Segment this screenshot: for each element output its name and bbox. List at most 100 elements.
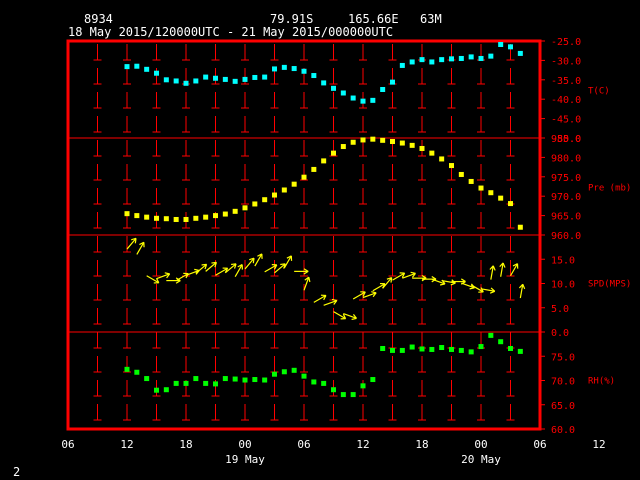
wind-arrow [431, 278, 446, 286]
wind-arrow-head [231, 263, 237, 266]
pressure-point [183, 216, 189, 222]
wind-arrow [274, 263, 286, 274]
y-tick-label: -35.0 [551, 76, 581, 87]
humidity-series-label: RH(%) [588, 377, 615, 387]
wind-arrow [254, 253, 263, 267]
wind-arrow-shaft [323, 299, 338, 306]
temperature-point [272, 66, 277, 72]
wind-arrow-shaft [274, 263, 286, 274]
humidity-point [291, 367, 297, 373]
pressure-point [439, 156, 445, 162]
date-label: 19 May [225, 453, 265, 466]
humidity-point [193, 376, 199, 382]
humidity-point [370, 377, 376, 383]
pressure-point [213, 213, 218, 219]
temperature-point [449, 56, 454, 62]
wind-arrow [156, 272, 171, 280]
humidity-point [429, 346, 435, 352]
humidity-point [222, 376, 228, 382]
y-tick-label: 960.0 [551, 231, 581, 242]
pressure-point [458, 171, 464, 177]
x-tick-label: 12 [120, 438, 133, 451]
temperature-point [458, 55, 464, 61]
temperature-point [134, 63, 140, 69]
wind-arrow-head [352, 314, 357, 319]
y-tick-label: 10.0 [551, 280, 575, 291]
wind-arrow-shaft [303, 276, 310, 291]
y-tick-label: 65.0 [551, 401, 575, 412]
x-tick-label: 06 [297, 438, 310, 451]
wind-arrow [392, 272, 406, 281]
wind-arrow-shaft [382, 277, 393, 289]
wind-arrow-shaft [254, 253, 263, 267]
x-tick-label: 18 [415, 438, 428, 451]
pressure-point [281, 187, 287, 193]
wind-arrow-head [273, 264, 278, 270]
wind-arrow-shaft [333, 311, 346, 320]
wind-arrow-head [390, 277, 393, 283]
wind-arrow-head [257, 253, 263, 257]
wind-arrow-shaft [156, 273, 170, 280]
wind-arrow-head [214, 262, 217, 268]
wind-arrow-head [386, 277, 392, 280]
wind-arrow-head [283, 263, 286, 269]
humidity-point [232, 376, 238, 382]
pressure-point [154, 215, 159, 221]
temperature-point [340, 90, 346, 96]
wind-arrow-shaft [224, 263, 237, 274]
temperature-point [232, 78, 238, 84]
wind-arrow [480, 287, 496, 294]
humidity-point [468, 349, 474, 355]
wind-arrow-head [252, 258, 255, 264]
wind-arrow-head [502, 262, 506, 268]
wind-arrow [126, 237, 137, 250]
humidity-point [163, 387, 169, 393]
wind-arrow-head [331, 298, 337, 302]
wind-arrow-shaft [185, 269, 200, 276]
wind-arrow [244, 257, 255, 270]
pressure-point [203, 214, 209, 220]
wind-arrow-head [139, 241, 145, 246]
wind-arrow-head [450, 282, 456, 286]
humidity-point [134, 369, 140, 375]
temperature-point [301, 68, 307, 74]
wind-arrow-head [342, 313, 347, 319]
pressure-point [488, 190, 494, 196]
wind-arrow [283, 255, 293, 269]
y-tick-label: -45.0 [551, 115, 581, 126]
humidity-point [311, 379, 317, 385]
y-tick-label: 15.0 [551, 255, 575, 266]
wind-arrow-shaft [509, 263, 519, 277]
wind-arrow-head [512, 263, 518, 267]
panel-dividers [68, 137, 540, 333]
wind-arrow-head [333, 300, 338, 305]
humidity-point [458, 347, 464, 353]
wind-arrow-shaft [146, 275, 160, 284]
wind-arrow-head [499, 262, 504, 268]
humidity-point [321, 380, 327, 386]
temperature-point [468, 54, 474, 60]
wind-arrow-shaft [372, 283, 386, 292]
pressure-point [173, 216, 179, 222]
temperature-point [213, 75, 218, 81]
temperature-point [409, 59, 415, 65]
humidity-point [508, 345, 513, 351]
humidity-point [262, 377, 268, 383]
pressure-point [291, 181, 297, 187]
x-tick-label: 00 [238, 438, 251, 451]
wind-arrow-shaft [126, 237, 137, 250]
temperature-point [144, 66, 150, 72]
temperature-point [488, 53, 494, 59]
wind-arrow [205, 261, 217, 272]
wind-arrow [499, 262, 506, 277]
wind-arrow-shaft [490, 265, 494, 280]
humidity-point [154, 387, 159, 393]
wind-arrow [509, 263, 519, 277]
temperature-point [242, 76, 248, 82]
wind-arrow-shaft [313, 294, 327, 303]
pressure-point [399, 140, 405, 146]
wind-arrow-head [308, 277, 311, 283]
wind-arrow-shaft [402, 272, 416, 279]
pressure-point [262, 197, 268, 203]
